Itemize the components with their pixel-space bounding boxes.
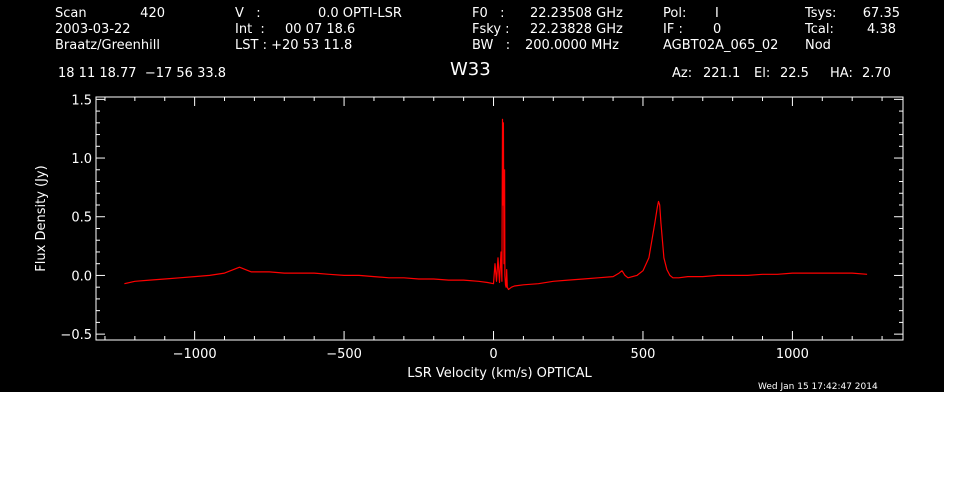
y-tick-label: −0.5: [60, 328, 92, 343]
timestamp: Wed Jan 15 17:42:47 2014: [758, 382, 878, 392]
tsys-value: 67.35: [862, 6, 900, 21]
lst-value: LST : +20 53 11.8: [235, 38, 353, 53]
x-tick-label: 1000: [776, 347, 809, 362]
observer: Braatz/Greenhill: [55, 38, 160, 53]
project-id: AGBT02A_065_02: [663, 38, 779, 53]
y-tick-label: 1.0: [71, 152, 92, 167]
f0-value: 22.23508 GHz: [530, 6, 623, 21]
bw-value: 200.0000 MHz: [525, 38, 619, 53]
tcal-label: Tcal:: [805, 22, 834, 37]
ha-value: 2.70: [862, 66, 891, 81]
tcal-value: 4.38: [867, 22, 896, 37]
scan-label: Scan: [55, 6, 87, 21]
source-coords: 18 11 18.77 −17 56 33.8: [58, 66, 227, 81]
pol-label: Pol:: [663, 6, 687, 21]
chart-title: W33: [450, 59, 491, 80]
az-value: 221.1: [703, 66, 741, 81]
obs-date: 2003-03-22: [55, 22, 131, 37]
pol-value: I: [715, 6, 719, 21]
bw-label: BW :: [472, 38, 511, 53]
x-axis-label: LSR Velocity (km/s) OPTICAL: [407, 366, 592, 381]
velocity-value: 0.0 OPTI-LSR: [318, 6, 402, 21]
x-tick-label: 0: [489, 347, 497, 362]
x-tick-label: −1000: [173, 347, 217, 362]
if-label: IF :: [663, 22, 683, 37]
ha-label: HA:: [830, 66, 853, 81]
tsys-label: Tsys:: [805, 6, 837, 21]
y-tick-label: 0.5: [71, 211, 92, 226]
if-value: 0: [713, 22, 722, 37]
velocity-label: V :: [235, 6, 261, 21]
int-value: 00 07 18.6: [285, 22, 356, 37]
int-label: Int :: [235, 22, 265, 37]
y-axis-label: Flux Density (Jy): [34, 165, 49, 271]
plot-frame: [95, 96, 904, 341]
fsky-label: Fsky :: [472, 22, 510, 37]
f0-label: F0 :: [472, 6, 505, 21]
spectrum-line: [124, 118, 868, 291]
x-tick-label: 500: [631, 347, 656, 362]
az-label: Az:: [672, 66, 693, 81]
y-tick-label: 0.0: [71, 269, 92, 284]
x-tick-label: −500: [326, 347, 362, 362]
scan-value: 420: [140, 6, 165, 21]
y-tick-label: 1.5: [71, 93, 92, 108]
el-value: 22.5: [780, 66, 809, 81]
plot-panel: [0, 0, 944, 392]
obs-mode: Nod: [805, 38, 831, 53]
el-label: El:: [754, 66, 771, 81]
fsky-value: 22.23828 GHz: [530, 22, 623, 37]
